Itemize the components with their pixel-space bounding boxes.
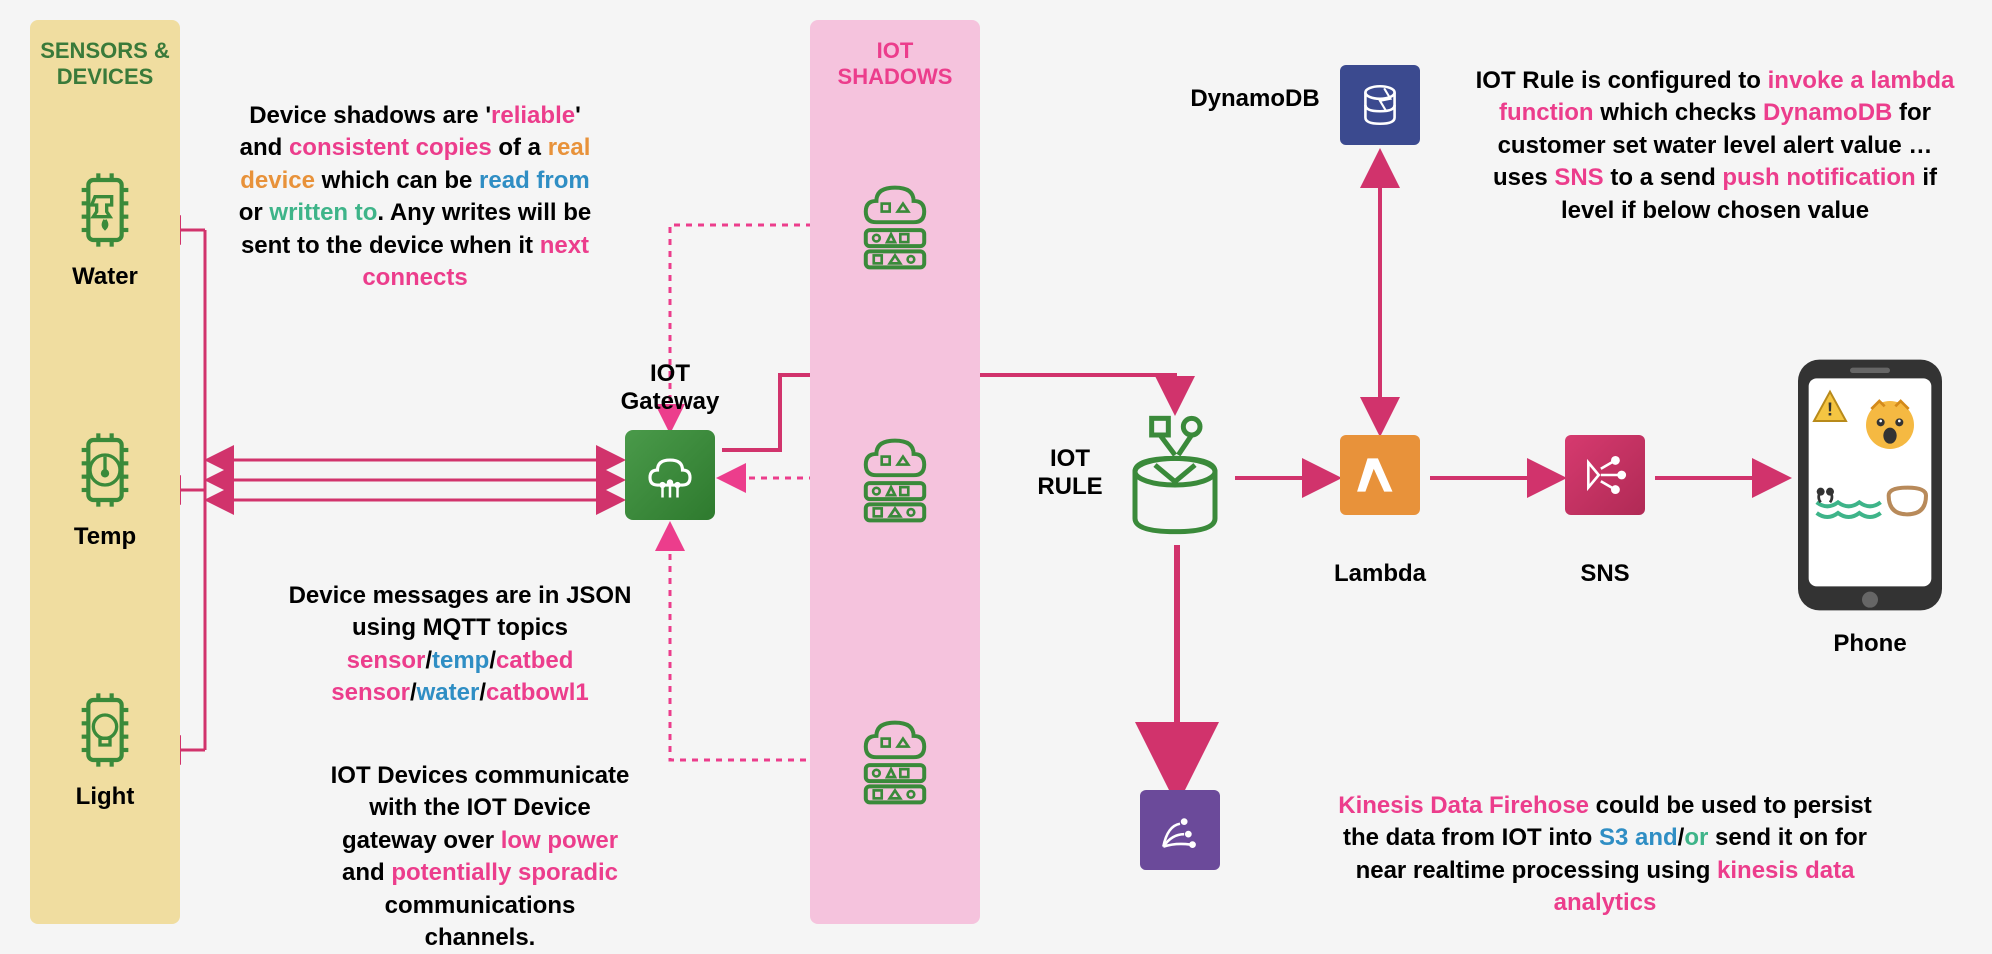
lambda-icon: [1340, 435, 1420, 515]
shadow-icon-1: [855, 185, 935, 275]
lightbulb-icon: [65, 690, 145, 770]
svg-text:!: !: [1827, 399, 1833, 420]
text-shadows-desc: Device shadows are 'reliable' and consis…: [225, 100, 605, 294]
shadow-icon-2: [855, 438, 935, 528]
kinesis-icon: [1140, 790, 1220, 870]
sensor-light: Light: [55, 690, 155, 811]
dynamodb-icon: [1340, 65, 1420, 145]
iot-rule-icon: [1125, 415, 1225, 535]
text-mqtt-desc: Device messages are in JSON using MQTT t…: [280, 580, 640, 710]
sensor-light-label: Light: [55, 783, 155, 811]
lambda-label: Lambda: [1325, 560, 1435, 588]
iot-gateway-icon: [625, 430, 715, 520]
sensor-water-label: Water: [55, 263, 155, 291]
gateway-label: IOT Gateway: [600, 360, 740, 416]
dynamodb-label: DynamoDB: [1180, 85, 1330, 113]
sensors-band-title: SENSORS & DEVICES: [30, 20, 180, 108]
iot-rule-label: IOT RULE: [1030, 445, 1110, 501]
sensor-temp-label: Temp: [55, 523, 155, 551]
sensor-temp: Temp: [55, 430, 155, 551]
text-rule-desc: IOT Rule is configured to invoke a lambd…: [1475, 65, 1955, 227]
text-kinesis-desc: Kinesis Data Firehose could be used to p…: [1320, 790, 1890, 920]
sns-label: SNS: [1580, 560, 1630, 588]
sns-icon: [1565, 435, 1645, 515]
phone-label: Phone: [1790, 630, 1950, 658]
phone-icon: !: [1790, 350, 1950, 620]
sensor-water: Water: [55, 170, 155, 291]
thermometer-icon: [65, 430, 145, 510]
iot-architecture-diagram: SENSORS & DEVICES IOT SHADOWS Water Temp…: [0, 0, 1992, 944]
shadows-band-title: IOT SHADOWS: [810, 20, 980, 108]
water-tap-icon: [65, 170, 145, 250]
shadow-icon-3: [855, 720, 935, 810]
text-comm-desc: IOT Devices communicate with the IOT Dev…: [330, 760, 630, 954]
